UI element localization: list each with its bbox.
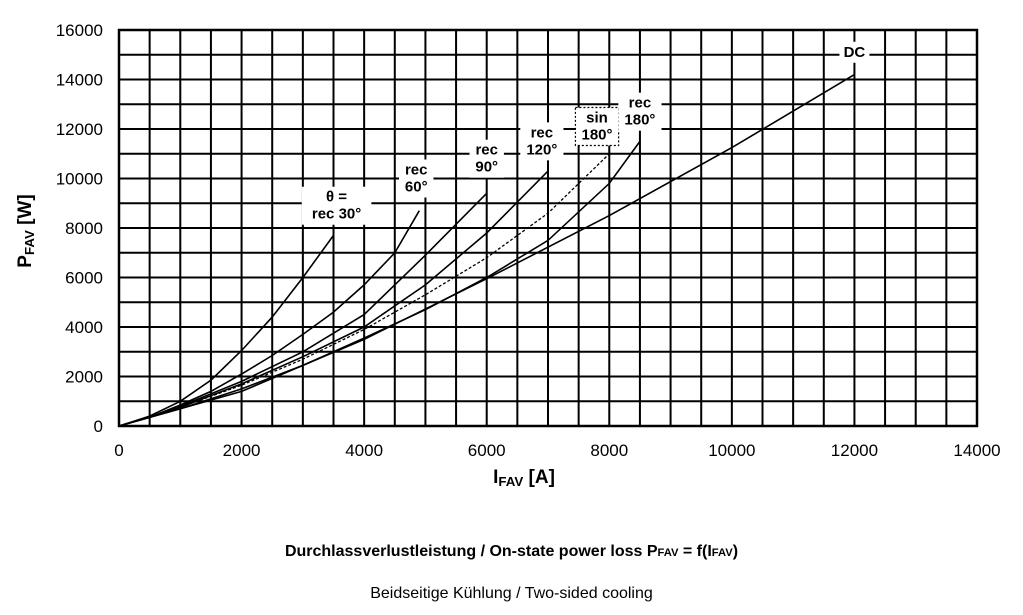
series-line-0 xyxy=(118,234,335,427)
x-tick-label: 6000 xyxy=(468,441,506,460)
series-label-text: 90° xyxy=(475,159,498,176)
plot-frame xyxy=(117,28,979,428)
x-tick-label: 4000 xyxy=(345,441,383,460)
y-tick-label: 14000 xyxy=(56,71,103,90)
series-label-box xyxy=(301,186,372,225)
series-label-text: sin xyxy=(586,110,608,127)
curve-labels: θ =rec 30°rec60°rec90°rec120°sin180°rec1… xyxy=(301,41,870,225)
series-label-text: 180° xyxy=(624,112,655,129)
series-label-box xyxy=(618,92,662,131)
series-label-text: rec xyxy=(405,162,428,179)
cooling-caption: Beidseitige Kühlung / Two-sided cooling xyxy=(370,585,653,602)
x-tick-label: 12000 xyxy=(831,441,878,460)
x-tick-label: 8000 xyxy=(590,441,628,460)
chart-caption: Durchlassverlustleistung / On-state powe… xyxy=(284,543,739,560)
y-tick-label: 2000 xyxy=(65,368,103,387)
y-tick-label: 0 xyxy=(94,417,103,436)
series-group xyxy=(118,73,855,427)
x-tick-label: 2000 xyxy=(223,441,261,460)
series-label-text: 120° xyxy=(526,141,557,158)
series-label-text: rec xyxy=(531,124,554,141)
y-tick-label: 12000 xyxy=(56,120,103,139)
series-label-text: 60° xyxy=(405,179,428,196)
series-line-5 xyxy=(118,140,641,427)
y-tick-label: 6000 xyxy=(65,269,103,288)
series-label-box xyxy=(839,41,870,63)
series-line-6 xyxy=(118,73,855,427)
series-label-box xyxy=(520,122,564,161)
series-label-6: DC xyxy=(839,41,870,63)
y-tick-label: 8000 xyxy=(65,219,103,238)
x-axis-title: IFAV [A] xyxy=(493,467,555,489)
series-label-text: rec 30° xyxy=(312,206,361,223)
series-label-box xyxy=(399,159,434,198)
y-tick-label: 16000 xyxy=(56,21,103,40)
y-tick-label: 4000 xyxy=(65,318,103,337)
y-tick-label: 10000 xyxy=(56,170,103,189)
series-label-box xyxy=(574,106,620,147)
series-label-text: DC xyxy=(844,44,866,61)
x-tick-labels: 0 2000 4000 6000 8000 10000 12000 14000 xyxy=(114,441,1000,460)
x-tick-label: 14000 xyxy=(953,441,1000,460)
y-axis-title: PFAV [W] xyxy=(15,194,37,267)
series-label-text: rec xyxy=(475,142,498,159)
series-label-0: θ =rec 30° xyxy=(301,186,372,225)
series-label-text: rec xyxy=(629,95,652,112)
series-label-box xyxy=(469,139,504,178)
y-tick-labels: 0 2000 4000 6000 8000 10000 12000 14000 16000 xyxy=(56,21,103,436)
series-label-text: θ = xyxy=(326,189,347,206)
grid xyxy=(119,30,977,426)
series-line-1 xyxy=(118,210,420,427)
x-tick-label: 10000 xyxy=(708,441,755,460)
series-label-text: 180° xyxy=(582,127,613,144)
x-tick-label: 0 xyxy=(114,441,123,460)
